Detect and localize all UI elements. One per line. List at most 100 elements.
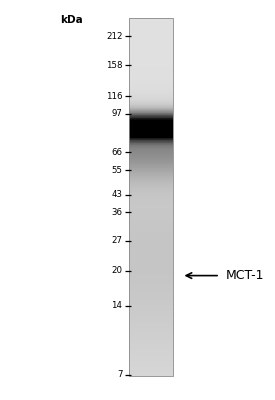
Bar	[129, 126, 173, 127]
Bar	[129, 179, 173, 180]
Bar	[129, 212, 173, 213]
Bar	[129, 47, 173, 48]
Bar	[129, 120, 173, 121]
Text: 27: 27	[111, 236, 122, 245]
Bar	[129, 27, 173, 28]
Bar	[129, 22, 173, 23]
Bar	[129, 281, 173, 282]
Bar	[129, 293, 173, 294]
Text: 116: 116	[106, 92, 122, 101]
Bar	[129, 194, 173, 195]
Bar	[129, 38, 173, 39]
Bar	[129, 246, 173, 247]
Bar	[129, 170, 173, 171]
Bar	[129, 108, 173, 109]
Bar	[129, 113, 173, 114]
Text: 158: 158	[106, 61, 122, 70]
Bar	[129, 83, 173, 84]
Bar	[129, 232, 173, 233]
Bar	[129, 264, 173, 265]
Bar	[129, 19, 173, 20]
Bar	[129, 60, 173, 61]
Bar	[129, 344, 173, 345]
Bar	[129, 191, 173, 192]
Bar	[129, 44, 173, 45]
Bar	[129, 74, 173, 75]
Bar	[129, 247, 173, 248]
Text: 212: 212	[106, 32, 122, 41]
Bar	[129, 204, 173, 205]
Bar	[129, 275, 173, 276]
Bar	[129, 363, 173, 364]
Bar	[129, 345, 173, 346]
Text: 14: 14	[111, 301, 122, 310]
Bar	[129, 110, 173, 111]
Bar	[129, 318, 173, 319]
Bar	[129, 220, 173, 221]
Bar	[129, 86, 173, 87]
Bar	[129, 62, 173, 63]
Bar	[129, 229, 173, 230]
Bar	[129, 273, 173, 274]
Bar	[129, 37, 173, 38]
Bar	[129, 155, 173, 156]
Bar	[129, 164, 173, 165]
Bar	[129, 320, 173, 321]
Bar	[129, 133, 173, 134]
Bar	[129, 311, 173, 312]
Bar	[129, 49, 173, 50]
Bar	[129, 306, 173, 307]
Bar	[129, 100, 173, 101]
Bar	[129, 161, 173, 162]
Bar	[129, 57, 173, 58]
Bar	[129, 154, 173, 155]
Bar	[129, 250, 173, 251]
Bar	[129, 245, 173, 246]
Bar	[129, 51, 173, 52]
Bar	[129, 277, 173, 278]
Bar	[129, 272, 173, 273]
Bar	[129, 102, 173, 103]
Bar	[129, 87, 173, 88]
Bar	[129, 271, 173, 272]
Bar	[129, 77, 173, 78]
Bar	[129, 248, 173, 249]
Bar	[129, 210, 173, 211]
Bar	[129, 213, 173, 214]
Bar	[129, 32, 173, 33]
Bar	[129, 116, 173, 117]
Bar	[129, 369, 173, 370]
Bar	[129, 321, 173, 322]
Bar	[129, 222, 173, 223]
Bar	[129, 267, 173, 268]
Bar	[129, 72, 173, 73]
Bar	[129, 352, 173, 353]
Bar	[129, 301, 173, 302]
Bar	[129, 355, 173, 356]
Bar	[129, 289, 173, 290]
Bar	[129, 331, 173, 332]
Bar	[129, 157, 173, 158]
Bar	[129, 93, 173, 94]
Bar	[129, 59, 173, 60]
Bar	[129, 375, 173, 376]
Bar	[129, 46, 173, 47]
Bar	[129, 224, 173, 225]
Bar	[129, 292, 173, 293]
Bar	[129, 285, 173, 286]
Bar	[129, 119, 173, 120]
Bar	[129, 233, 173, 234]
Bar	[129, 356, 173, 357]
Bar	[129, 216, 173, 217]
Text: MCT-1: MCT-1	[226, 269, 264, 282]
Bar	[129, 211, 173, 212]
Bar	[129, 287, 173, 288]
Bar	[129, 294, 173, 295]
Bar	[129, 288, 173, 289]
Bar	[129, 339, 173, 340]
Bar	[129, 221, 173, 222]
Bar	[129, 67, 173, 68]
Bar	[129, 28, 173, 29]
Bar	[129, 105, 173, 106]
Bar	[129, 240, 173, 241]
